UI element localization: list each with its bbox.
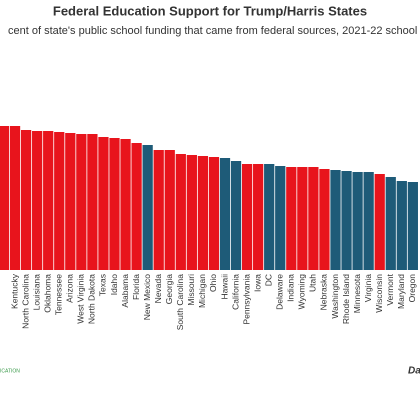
x-tick-label: Virginia: [363, 274, 373, 302]
bar: [98, 137, 109, 270]
bar: [341, 171, 352, 270]
bar: [286, 167, 297, 270]
bar: [219, 158, 231, 270]
bar: [363, 172, 374, 270]
x-tick-label: Indiana: [286, 274, 296, 302]
bar: [87, 134, 98, 270]
bar: [308, 167, 319, 270]
x-tick-label: Pennsylvania: [241, 274, 251, 325]
x-tick-label: Minnesota: [352, 274, 362, 313]
bar: [153, 150, 164, 270]
x-tick-label: Iowa: [252, 274, 262, 292]
bar: [352, 172, 363, 270]
x-tick-label: Ohio: [208, 274, 218, 292]
bar: [230, 161, 242, 270]
bar: [396, 181, 407, 270]
bar: [164, 150, 175, 270]
x-tick-label: Michigan: [197, 274, 207, 308]
bar: [264, 164, 275, 270]
bar: [330, 170, 341, 270]
x-tick-label: Delaware: [275, 274, 285, 310]
x-tick-label: Hawaii: [219, 274, 229, 300]
bar: [43, 131, 54, 270]
bar: [385, 177, 396, 270]
x-tick-label: North Dakota: [87, 274, 97, 324]
x-tick-label: DC: [263, 274, 273, 286]
x-tick-label: New Mexico: [142, 274, 152, 321]
bar: [186, 155, 197, 270]
bar: [297, 167, 308, 270]
bar: [65, 133, 76, 270]
x-tick-label: Vermont: [385, 273, 395, 305]
x-tick-label: California: [230, 274, 240, 310]
bar: [275, 166, 286, 270]
x-tick-label: Maryland: [396, 274, 406, 309]
x-tick-label: Wyoming: [297, 274, 307, 310]
bar: [319, 169, 330, 270]
x-tick-label: Wisconsin: [374, 274, 384, 313]
bar: [54, 132, 65, 270]
bar: [253, 164, 264, 270]
x-tick-label: South Carolina: [175, 274, 185, 331]
logo: ICATION: [0, 368, 20, 374]
source: Da: [408, 366, 420, 377]
chart-title: Federal Education Support for Trump/Harr…: [53, 3, 367, 18]
x-tick-label: Nevada: [153, 274, 163, 304]
bar: [109, 138, 120, 270]
bar: [9, 126, 21, 270]
bar: [407, 182, 418, 270]
bar: [20, 130, 32, 270]
bar: [0, 126, 10, 270]
x-tick-label: Utah: [308, 274, 318, 292]
x-tick-label: Tennessee: [54, 274, 64, 315]
bar: [131, 143, 142, 270]
x-tick-label: Georgia: [164, 274, 174, 305]
x-tick-label: Idaho: [109, 274, 119, 296]
x-tick-label: Florida: [131, 274, 141, 300]
x-tick-label: Oklahoma: [42, 274, 52, 313]
x-tick-label: Nebraska: [319, 274, 329, 311]
x-tick-label: Missouri: [186, 274, 196, 306]
x-tick-label: Oregon: [407, 274, 417, 303]
bar: [142, 145, 153, 270]
x-tick-label: Alabama: [120, 274, 130, 308]
bar: [241, 164, 253, 270]
bar: [175, 154, 186, 270]
chart-subtitle: cent of state's public school funding th…: [8, 25, 417, 37]
bar: [208, 157, 220, 270]
bar: [76, 134, 87, 270]
x-tick-label: West Virginia: [76, 274, 86, 324]
x-tick-label: North Carolina: [20, 274, 30, 329]
x-tick-label: Rhode Island: [341, 274, 351, 324]
bar: [32, 131, 43, 270]
bar: [197, 156, 209, 270]
bar: [120, 139, 131, 270]
x-tick-label: Washington: [330, 274, 340, 319]
bar: [374, 174, 385, 270]
x-tick-label: Louisiana: [31, 274, 41, 311]
x-tick-label: Kentucky: [9, 273, 19, 309]
x-tick-label: Texas: [98, 274, 108, 296]
x-tick-label: Arizona: [65, 274, 75, 303]
